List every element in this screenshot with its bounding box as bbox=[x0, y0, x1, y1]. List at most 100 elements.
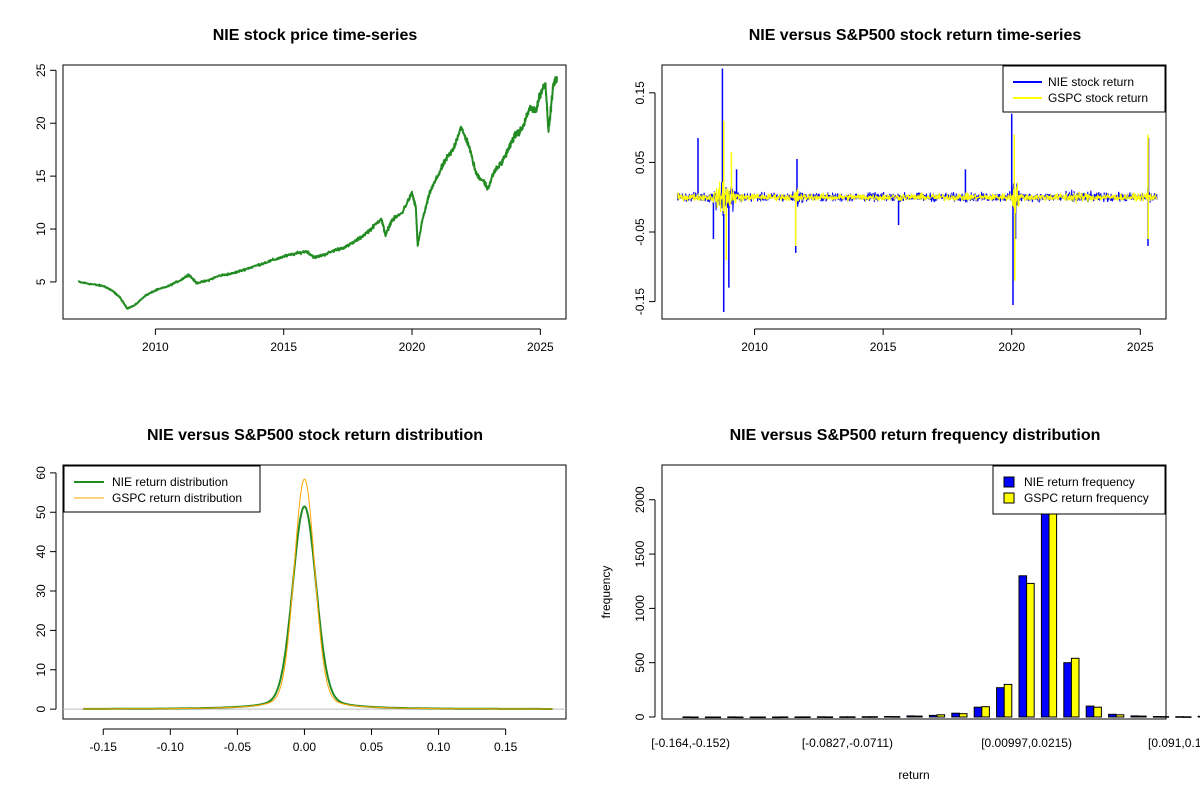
gspc-freq-bar-0 bbox=[690, 716, 699, 719]
price-xtick-label-2: 2020 bbox=[399, 340, 426, 354]
price-ytick-label-1: 10 bbox=[34, 222, 48, 236]
returns-ytick-label-1: -0.05 bbox=[633, 218, 647, 246]
y-axis-price: 5 10 15 20 25 bbox=[34, 63, 57, 285]
dist-ytick-label-0: 0 bbox=[34, 705, 48, 712]
nie-freq-bar-14 bbox=[996, 687, 1005, 718]
gspc-freq-bar-2 bbox=[734, 716, 744, 719]
freq-ytick-label-2: 1000 bbox=[633, 595, 647, 622]
nie-freq-bar-12 bbox=[951, 712, 960, 718]
returns-xtick-label-0: 2010 bbox=[741, 340, 768, 354]
price-ytick-label-0: 5 bbox=[34, 278, 48, 285]
dist-xtick-label-1: -0.10 bbox=[157, 740, 185, 754]
returns-xtick-label-2: 2020 bbox=[998, 340, 1025, 354]
gspc-freq-bar-22 bbox=[1182, 716, 1192, 718]
gspc-freq-bar-21 bbox=[1160, 716, 1170, 718]
dist-xtick-label-6: 0.15 bbox=[494, 740, 518, 754]
price-ytick-label-4: 25 bbox=[34, 63, 48, 77]
nie-freq-bar-0 bbox=[682, 716, 692, 719]
freq-xtick-label-3: [0.091,0.103) bbox=[1148, 736, 1200, 750]
returns-series bbox=[676, 68, 1158, 313]
x-axis-price: 2010 2015 2020 2025 bbox=[142, 328, 554, 354]
nie-freq-bar-20 bbox=[1130, 715, 1140, 718]
legend-label-nie-freq: NIE return frequency bbox=[1024, 475, 1135, 489]
freq-ytick-label-3: 1500 bbox=[633, 540, 647, 567]
nie-freq-bar-21 bbox=[1152, 716, 1162, 718]
nie-freq-bar-6 bbox=[816, 716, 826, 718]
nie-freq-bar-3 bbox=[749, 716, 759, 719]
dist-ytick-label-2: 20 bbox=[34, 623, 48, 637]
nie-freq-bar-10 bbox=[906, 715, 916, 718]
nie-freq-bar-11 bbox=[928, 714, 938, 718]
chart-title-frequency: NIE versus S&P500 return frequency distr… bbox=[730, 427, 1101, 444]
gspc-density-line bbox=[83, 478, 553, 710]
gspc-freq-bar-1 bbox=[712, 716, 722, 719]
returns-ytick-label-0: -0.15 bbox=[633, 288, 647, 316]
legend-swatch-gspc-freq bbox=[1003, 492, 1015, 504]
freq-xtick-label-1: [-0.0827,-0.0711) bbox=[802, 736, 893, 750]
dist-ytick-label-4: 40 bbox=[34, 545, 48, 559]
legend-label-nie-dist: NIE return distribution bbox=[112, 475, 228, 489]
panel-frequency: NIE versus S&P500 return frequency distr… bbox=[599, 427, 1200, 782]
gspc-freq-bar-19 bbox=[1115, 714, 1125, 718]
dist-xtick-label-4: 0.05 bbox=[360, 740, 384, 754]
y-axis-returns: -0.15 -0.05 0.05 0.15 bbox=[633, 81, 656, 316]
dist-ytick-label-6: 60 bbox=[34, 466, 48, 480]
dist-xtick-label-5: 0.10 bbox=[427, 740, 451, 754]
nie-freq-bar-13 bbox=[973, 706, 983, 718]
freq-xtick-label-2: [0.00997,0.0215) bbox=[981, 736, 1072, 750]
gspc-freq-bar-18 bbox=[1093, 706, 1102, 718]
gspc-freq-bar-7 bbox=[846, 716, 856, 718]
gspc-freq-bar-11 bbox=[936, 714, 946, 718]
panel-distribution: NIE versus S&P500 stock return distribut… bbox=[34, 427, 567, 754]
nie-freq-bar-19 bbox=[1108, 713, 1117, 718]
legend-returns: NIE stock return GSPC stock return bbox=[1002, 65, 1166, 113]
legend-label-gspc-dist: GSPC return distribution bbox=[112, 491, 242, 505]
plot-frame-returns bbox=[661, 64, 1167, 320]
price-ytick-label-3: 20 bbox=[34, 116, 48, 130]
dist-xtick-label-2: -0.05 bbox=[224, 740, 252, 754]
distribution-series bbox=[63, 478, 566, 710]
gspc-freq-bar-20 bbox=[1138, 715, 1147, 718]
dist-xtick-label-0: -0.15 bbox=[90, 740, 118, 754]
returns-xtick-label-3: 2025 bbox=[1127, 340, 1154, 354]
price-xtick-label-0: 2010 bbox=[142, 340, 169, 354]
gspc-freq-bar-5 bbox=[802, 716, 811, 719]
dist-xtick-label-3: 0.00 bbox=[293, 740, 317, 754]
freq-ytick-label-1: 500 bbox=[633, 652, 647, 672]
nie-freq-bar-15 bbox=[1018, 575, 1028, 718]
gspc-freq-bar-9 bbox=[891, 716, 901, 718]
panel-price: NIE stock price time-series 2010 2015 2020… bbox=[34, 27, 567, 354]
price-xtick-label-3: 2025 bbox=[527, 340, 554, 354]
y-axis-distribution: 0 10 20 30 40 50 60 bbox=[34, 466, 57, 712]
y-axis-title-frequency: frequency bbox=[599, 566, 613, 619]
chart-title-distribution: NIE versus S&P500 stock return distribut… bbox=[147, 427, 483, 444]
price-ytick-label-2: 15 bbox=[34, 169, 48, 183]
nie-freq-bar-18 bbox=[1085, 705, 1095, 718]
chart-title-price: NIE stock price time-series bbox=[213, 27, 418, 44]
nie-freq-bar-17 bbox=[1063, 662, 1072, 718]
legend-distribution: NIE return distribution GSPC return dist… bbox=[63, 465, 261, 513]
x-axis-returns: 2010 2015 2020 2025 bbox=[741, 328, 1154, 354]
gspc-freq-bar-6 bbox=[824, 716, 834, 719]
gspc-freq-bar-10 bbox=[914, 715, 923, 718]
gspc-return-line bbox=[676, 181, 1158, 214]
freq-xtick-label-0: [-0.164,-0.152) bbox=[651, 736, 730, 750]
freq-ytick-label-4: 2000 bbox=[633, 486, 647, 513]
returns-xtick-label-1: 2015 bbox=[870, 340, 897, 354]
y-axis-frequency: 0 500 1000 1500 2000 bbox=[633, 486, 656, 720]
gspc-freq-bar-4 bbox=[779, 716, 789, 719]
returns-ytick-label-3: 0.15 bbox=[633, 81, 647, 105]
plot-frame-frequency bbox=[661, 464, 1167, 720]
gspc-freq-bar-12 bbox=[958, 713, 968, 718]
gspc-freq-bar-13 bbox=[981, 706, 990, 718]
price-line bbox=[77, 76, 558, 310]
nie-freq-bar-8 bbox=[861, 716, 871, 718]
nie-freq-bar-4 bbox=[772, 716, 781, 719]
nie-freq-bar-5 bbox=[794, 716, 804, 719]
gspc-freq-bar-3 bbox=[757, 716, 766, 719]
dist-ytick-label-5: 50 bbox=[34, 505, 48, 519]
legend-frequency: NIE return frequency GSPC return frequen… bbox=[992, 465, 1166, 515]
panel-returns: NIE versus S&P500 stock return time-seri… bbox=[633, 27, 1167, 354]
price-xtick-label-1: 2015 bbox=[270, 340, 297, 354]
